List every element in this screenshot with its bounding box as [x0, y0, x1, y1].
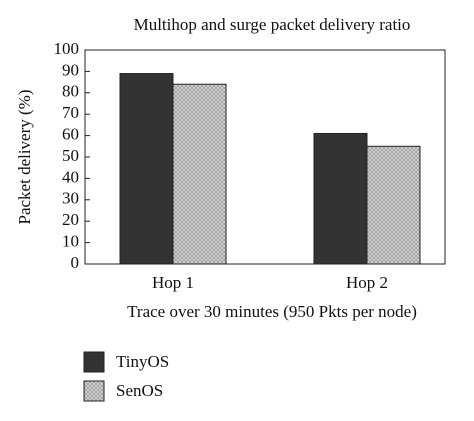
bar — [119, 73, 174, 265]
x-axis-label: Trace over 30 minutes (950 Pkts per node… — [127, 302, 417, 321]
chart-title: Multihop and surge packet delivery ratio — [134, 15, 411, 34]
y-axis-label: Packet delivery (%) — [15, 90, 34, 225]
y-tick-label: 0 — [71, 253, 80, 272]
y-tick-label: 70 — [62, 103, 79, 122]
y-tick-label: 30 — [62, 189, 79, 208]
y-tick-label: 100 — [54, 39, 80, 58]
y-tick-label: 60 — [62, 125, 79, 144]
bar — [172, 83, 227, 265]
y-tick-label: 10 — [62, 232, 79, 251]
x-tick-label: Hop 2 — [346, 273, 388, 292]
legend-swatch — [83, 380, 105, 402]
y-tick-label: 90 — [62, 60, 79, 79]
legend-label: SenOS — [116, 381, 163, 400]
bar — [366, 145, 421, 265]
y-tick-label: 80 — [62, 82, 79, 101]
x-tick-label: Hop 1 — [152, 273, 194, 292]
y-tick-label: 40 — [62, 167, 79, 186]
legend-swatch — [83, 351, 105, 373]
y-tick-label: 50 — [62, 146, 79, 165]
bar — [313, 132, 368, 265]
y-tick-label: 20 — [62, 210, 79, 229]
legend-label: TinyOS — [116, 352, 169, 371]
